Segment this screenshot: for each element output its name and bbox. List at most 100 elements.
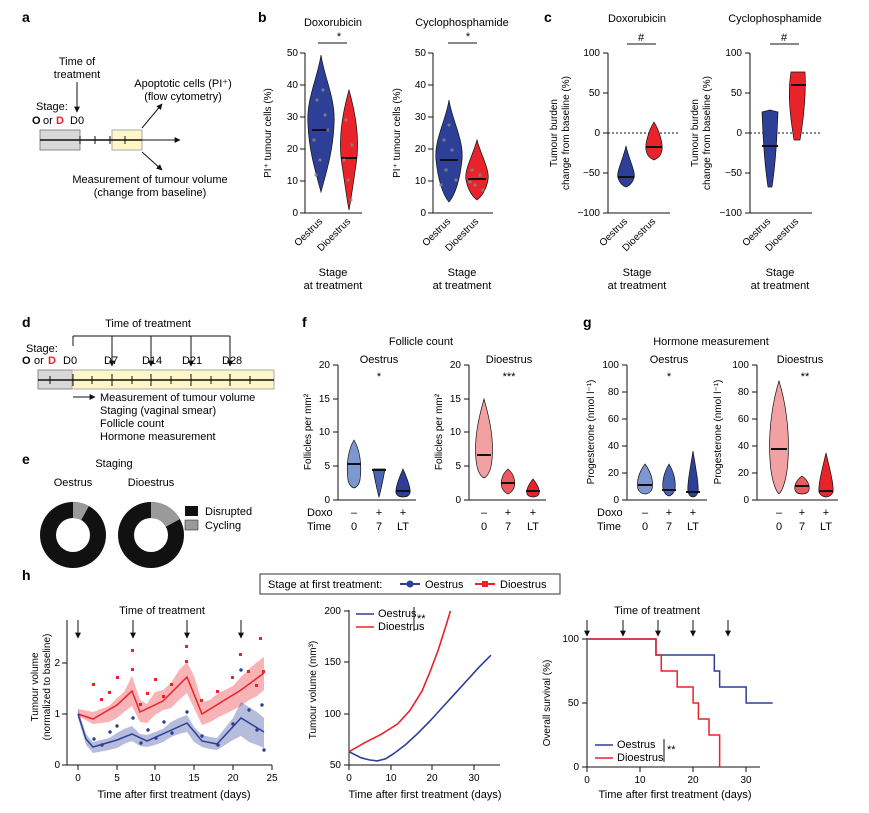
follicle-plot-dioestrus: Dioestrus *** 0 5 10 15 20: [450, 354, 546, 506]
svg-text:80: 80: [738, 387, 750, 398]
svg-text:20: 20: [319, 360, 331, 371]
stage-o: O: [32, 115, 41, 127]
svg-text:Dioestrus: Dioestrus: [128, 477, 175, 489]
svg-text:40: 40: [608, 441, 620, 452]
significance: *: [337, 31, 342, 43]
svg-text:*: *: [667, 371, 672, 383]
svg-text:Tumour volume: Tumour volume: [30, 652, 41, 722]
svg-text:Time after first treatment (da: Time after first treatment (days): [598, 789, 751, 801]
svg-text:20: 20: [227, 773, 239, 784]
series-line-dioestrus: [348, 610, 452, 753]
follicle-plot-oestrus: Oestrus * 0 5 10 15 20: [319, 354, 416, 506]
svg-text:2: 2: [54, 658, 60, 669]
svg-text:50: 50: [415, 48, 427, 59]
svg-text:+: +: [823, 507, 829, 519]
svg-text:Stage:: Stage:: [26, 343, 58, 355]
burden-plot-doxorubicin: Doxorubicin # Tumour burden change from …: [549, 13, 680, 254]
svg-text:10: 10: [415, 176, 427, 187]
svg-text:0: 0: [324, 495, 330, 506]
svg-text:80: 80: [608, 387, 620, 398]
svg-text:40: 40: [738, 441, 750, 452]
stage-label: Stage:: [36, 101, 68, 113]
svg-text:D7: D7: [104, 355, 118, 367]
violin-dioestrus: [645, 121, 663, 161]
svg-text:D21: D21: [182, 355, 202, 367]
svg-text:100: 100: [725, 48, 742, 59]
svg-text:Time: Time: [597, 521, 621, 533]
significance: #: [781, 32, 788, 44]
svg-text:50: 50: [568, 698, 580, 709]
panel-letter-a: a: [22, 9, 30, 25]
series-line-oestrus: [348, 654, 492, 762]
svg-text:5: 5: [455, 461, 461, 472]
svg-text:10: 10: [385, 773, 397, 784]
svg-text:1: 1: [54, 709, 60, 720]
svg-text:60: 60: [608, 414, 620, 425]
svg-text:60: 60: [738, 414, 750, 425]
progesterone-plot-dioestrus: Dioestrus ** 0 20 40 60 80 100: [732, 354, 838, 506]
h-survival-plot: Time of treatment Overall survival (%) 0…: [542, 605, 773, 801]
h3-series-lines: [587, 638, 773, 767]
svg-text:10: 10: [149, 773, 161, 784]
svg-text:40: 40: [287, 80, 299, 91]
svg-text:0: 0: [292, 208, 298, 219]
svg-text:Oestrus: Oestrus: [617, 739, 656, 751]
stage-d: D: [56, 115, 64, 127]
panel-a: a Time of treatment Stage: O or D D0 Apo…: [22, 9, 232, 199]
plot-title: Doxorubicin: [608, 13, 666, 25]
svg-text:15: 15: [450, 394, 462, 405]
svg-text:0: 0: [594, 128, 600, 139]
svg-text:50: 50: [589, 88, 601, 99]
svg-text:Dioestrus: Dioestrus: [617, 752, 664, 764]
svg-text:0: 0: [776, 521, 782, 533]
svg-text:−50: −50: [725, 168, 742, 179]
svg-text:Doxo: Doxo: [307, 507, 333, 519]
svg-text:20: 20: [426, 773, 438, 784]
legend-swatch-disrupted: [185, 506, 198, 516]
svg-text:−100: −100: [577, 208, 600, 219]
stage-or: or: [43, 115, 53, 127]
survival-line-dioestrus: [587, 638, 721, 767]
svg-text:**: **: [801, 371, 810, 383]
svg-text:0: 0: [481, 521, 487, 533]
panel-h: h Stage at first treatment: Oestrus Dioe…: [22, 567, 773, 801]
svg-text:Oestrus: Oestrus: [54, 477, 93, 489]
svg-text:Oestrus: Oestrus: [378, 608, 417, 620]
svg-text:Time after first treatment (da: Time after first treatment (days): [97, 789, 250, 801]
svg-text:+: +: [666, 507, 672, 519]
arrow-apoptosis: [141, 103, 163, 129]
violin-oestrus: [307, 54, 335, 194]
svg-text:0: 0: [420, 208, 426, 219]
svg-text:20: 20: [687, 775, 699, 786]
svg-text:***: ***: [503, 371, 517, 383]
panel-letter-e: e: [22, 451, 30, 467]
svg-text:**: **: [667, 744, 676, 756]
outcome-apoptosis-method: (flow cytometry): [144, 91, 222, 103]
donut-cycling-slice: [151, 502, 180, 527]
arrow-volume: [141, 151, 163, 171]
panel-d: d Time of treatment Stage: O or D D0 D7 …: [22, 314, 275, 443]
time-of-treatment-label: Time of: [59, 56, 96, 68]
svg-text:Dioestrus: Dioestrus: [500, 579, 547, 591]
violin-oestrus: [761, 109, 779, 188]
svg-text:Oestrus: Oestrus: [360, 354, 399, 366]
h2-series-lines: [348, 610, 492, 762]
legend-swatch-cycling: [184, 519, 199, 531]
svg-text:0: 0: [736, 128, 742, 139]
plot-title: Cyclophosphamide: [728, 13, 822, 25]
panel-e: e Staging Oestrus Dioestrus Disrupted Cy…: [22, 451, 252, 568]
svg-text:10: 10: [287, 176, 299, 187]
svg-text:**: **: [417, 613, 426, 625]
svg-text:30: 30: [740, 775, 752, 786]
svg-text:0: 0: [613, 495, 619, 506]
svg-text:0: 0: [584, 775, 590, 786]
svg-text:0: 0: [573, 762, 579, 773]
svg-text:Time of treatment: Time of treatment: [614, 605, 700, 617]
svg-text:7: 7: [799, 521, 805, 533]
svg-text:Follicles per mm²: Follicles per mm²: [303, 393, 314, 470]
svg-text:20: 20: [287, 144, 299, 155]
svg-text:Follicles per mm²: Follicles per mm²: [434, 393, 445, 470]
svg-text:100: 100: [562, 634, 579, 645]
svg-text:Oestrus: Oestrus: [425, 579, 464, 591]
